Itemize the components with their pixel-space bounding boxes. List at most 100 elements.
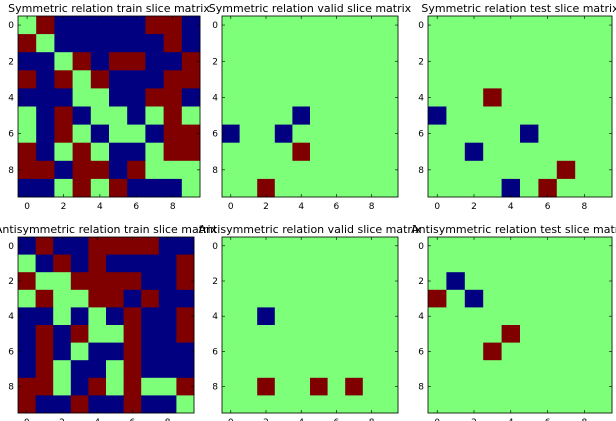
- heatmap-cell: [520, 16, 539, 35]
- heatmap-cell: [345, 272, 364, 291]
- chart-title: Antisymmetric relation test slice matrix: [411, 223, 616, 236]
- heatmap-cell: [106, 289, 124, 308]
- heatmap-cell: [88, 325, 107, 343]
- heatmap-cell: [292, 16, 311, 35]
- heatmap-cell: [446, 254, 466, 273]
- heatmap-cell: [556, 16, 576, 35]
- heatmap-cell: [18, 272, 36, 291]
- heatmap-cell: [362, 70, 381, 89]
- heatmap-cell: [158, 307, 177, 326]
- heatmap-cell: [163, 178, 183, 198]
- heatmap-cell: [327, 272, 346, 291]
- heatmap-cell: [292, 272, 311, 291]
- heatmap-cell: [222, 237, 240, 255]
- heatmap-cell: [123, 395, 142, 414]
- heatmap-cell: [428, 325, 447, 343]
- heatmap-cell: [239, 160, 258, 180]
- heatmap-cell: [520, 70, 539, 89]
- heatmap-cell: [464, 307, 484, 326]
- heatmap-cell: [257, 360, 276, 379]
- heatmap-cell: [575, 395, 594, 414]
- heatmap-cell: [292, 342, 311, 361]
- heatmap-cell: [575, 377, 594, 396]
- heatmap-cell: [520, 307, 539, 326]
- heatmap-cell: [127, 142, 146, 162]
- x-tick-label: 4: [97, 202, 103, 212]
- heatmap-cell: [239, 34, 258, 53]
- heatmap-cell: [72, 142, 92, 162]
- heatmap-cell: [538, 70, 558, 89]
- heatmap-cell: [538, 272, 558, 291]
- heatmap-cell: [380, 70, 399, 89]
- heatmap-cell: [222, 254, 240, 273]
- heatmap-cell: [538, 325, 558, 343]
- heatmap-cell: [127, 70, 146, 89]
- heatmap-cell: [88, 395, 107, 414]
- heatmap-cell: [362, 237, 381, 255]
- heatmap-cell: [123, 254, 142, 273]
- heatmap-cell: [222, 70, 240, 89]
- heatmap-cell: [18, 395, 36, 414]
- heatmap-cell: [464, 237, 484, 255]
- heatmap-cell: [53, 325, 72, 343]
- heatmap-cell: [176, 360, 195, 379]
- heatmap-cell: [483, 16, 502, 35]
- heatmap-cell: [54, 52, 73, 71]
- heatmap-cell: [222, 88, 240, 107]
- heatmap-cell: [345, 307, 364, 326]
- y-tick-label: 2: [418, 57, 424, 67]
- heatmap-cell: [464, 52, 484, 71]
- heatmap-cell: [520, 325, 539, 343]
- heatmap-cell: [520, 395, 539, 414]
- heatmap-cell: [181, 34, 201, 53]
- heatmap-cell: [222, 307, 240, 326]
- heatmap-cell: [18, 377, 36, 396]
- heatmap-cell: [362, 272, 381, 291]
- heatmap-cell: [127, 88, 146, 107]
- heatmap-cell: [446, 325, 466, 343]
- heatmap-cell: [464, 289, 484, 308]
- heatmap-cell: [88, 307, 107, 326]
- heatmap-cell: [446, 142, 466, 162]
- heatmap-cell: [593, 289, 613, 308]
- heatmap-cell: [501, 88, 521, 107]
- heatmap-cell: [483, 178, 502, 198]
- heatmap-cell: [575, 34, 594, 53]
- heatmap-cell: [593, 342, 613, 361]
- heatmap-cell: [53, 237, 72, 255]
- heatmap-cell: [380, 289, 399, 308]
- heatmap-cell: [239, 142, 258, 162]
- heatmap-cell: [18, 325, 36, 343]
- heatmap-cell: [575, 289, 594, 308]
- heatmap-cell: [345, 360, 364, 379]
- heatmap-cell: [428, 377, 447, 396]
- heatmap-cell: [428, 160, 447, 180]
- heatmap-cell: [72, 160, 92, 180]
- heatmap-cell: [464, 272, 484, 291]
- heatmap-cell: [362, 342, 381, 361]
- heatmap-cell: [145, 34, 164, 53]
- heatmap-cell: [257, 16, 276, 35]
- x-tick-label: 0: [228, 418, 234, 421]
- heatmap-cell: [327, 254, 346, 273]
- heatmap-cell: [257, 124, 276, 144]
- heatmap-cell: [327, 377, 346, 396]
- heatmap-cell: [310, 70, 328, 89]
- heatmap-cell: [556, 142, 576, 162]
- heatmap-cell: [176, 307, 195, 326]
- heatmap-cell: [520, 360, 539, 379]
- x-tick-label: 8: [170, 202, 176, 212]
- heatmap-cell: [464, 70, 484, 89]
- heatmap-cell: [520, 289, 539, 308]
- heatmap-cell: [70, 325, 89, 343]
- x-tick-label: 0: [434, 418, 440, 421]
- heatmap-cell: [109, 52, 128, 71]
- heatmap-cell: [18, 88, 37, 107]
- heatmap-cell: [310, 325, 328, 343]
- heatmap-cell: [327, 88, 346, 107]
- heatmap-cell: [575, 88, 594, 107]
- y-tick-label: 4: [418, 312, 424, 322]
- heatmap-cell: [18, 142, 37, 162]
- heatmap-cell: [292, 289, 311, 308]
- heatmap-cell: [163, 106, 183, 125]
